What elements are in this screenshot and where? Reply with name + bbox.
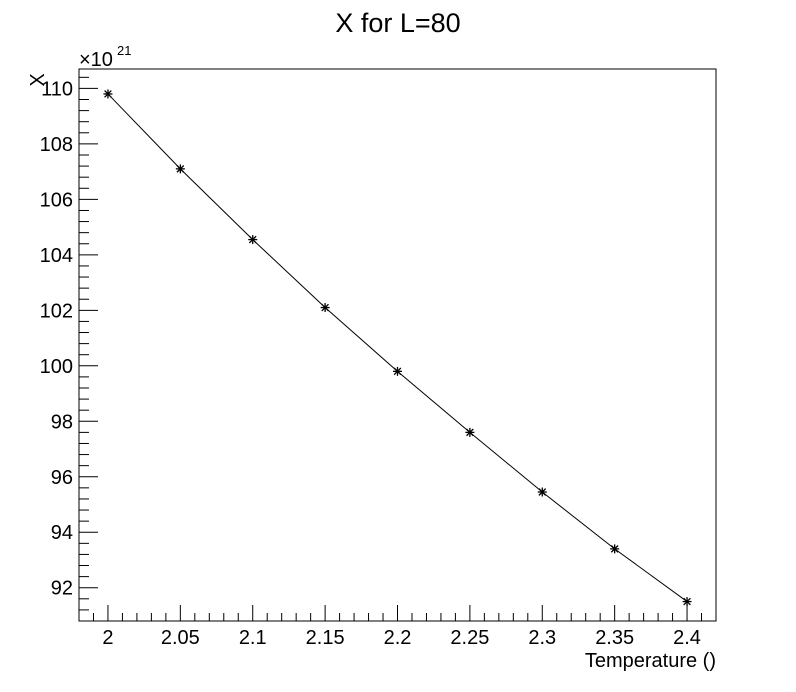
- y-tick-label: 102: [40, 300, 73, 322]
- y-tick-label: 104: [40, 245, 73, 267]
- series-line: [107, 93, 688, 602]
- x-tick-label: 2.4: [673, 627, 701, 649]
- data-point-marker: [682, 597, 692, 607]
- line-layer: [107, 93, 688, 602]
- data-point-marker: [320, 303, 330, 313]
- x-tick-label: 2.3: [528, 627, 556, 649]
- chart-title: X for L=80: [335, 8, 460, 38]
- y-tick-label: 100: [40, 356, 73, 378]
- data-point-marker: [175, 164, 185, 174]
- y-tick-label: 92: [51, 578, 73, 600]
- x-tick-label: 2.2: [384, 627, 412, 649]
- y-axis-exponent-base: ×10: [79, 49, 113, 71]
- y-tick-label: 98: [51, 411, 73, 433]
- ticks-layer: 92 94 96 98 100 102 104 106 108 110 2 2.05 2.1 2.15 2.…: [40, 76, 717, 649]
- y-tick-label: 106: [40, 189, 73, 211]
- x-tick-label: 2.35: [595, 627, 634, 649]
- x-tick-label: 2.25: [450, 627, 489, 649]
- x-tick-label: 2.1: [239, 627, 267, 649]
- data-point-marker: [465, 427, 475, 437]
- plot-frame: [78, 68, 717, 622]
- markers-layer: [103, 89, 692, 607]
- data-point-marker: [537, 487, 547, 497]
- y-axis-title: X: [27, 73, 49, 86]
- data-point-marker: [610, 544, 620, 554]
- data-point-marker: [103, 89, 113, 99]
- y-tick-label: 108: [40, 134, 73, 156]
- x-tick-label: 2.05: [161, 627, 200, 649]
- data-point-marker: [248, 235, 258, 245]
- data-point-marker: [393, 366, 402, 376]
- x-axis-title: Temperature (): [585, 650, 716, 672]
- x-tick-label: 2: [102, 627, 113, 649]
- y-tick-label: 96: [51, 467, 73, 489]
- y-tick-label: 94: [51, 522, 73, 544]
- y-axis-exponent-power: 21: [117, 43, 131, 58]
- x-tick-label: 2.15: [306, 627, 345, 649]
- y-tick-label: 110: [41, 78, 73, 100]
